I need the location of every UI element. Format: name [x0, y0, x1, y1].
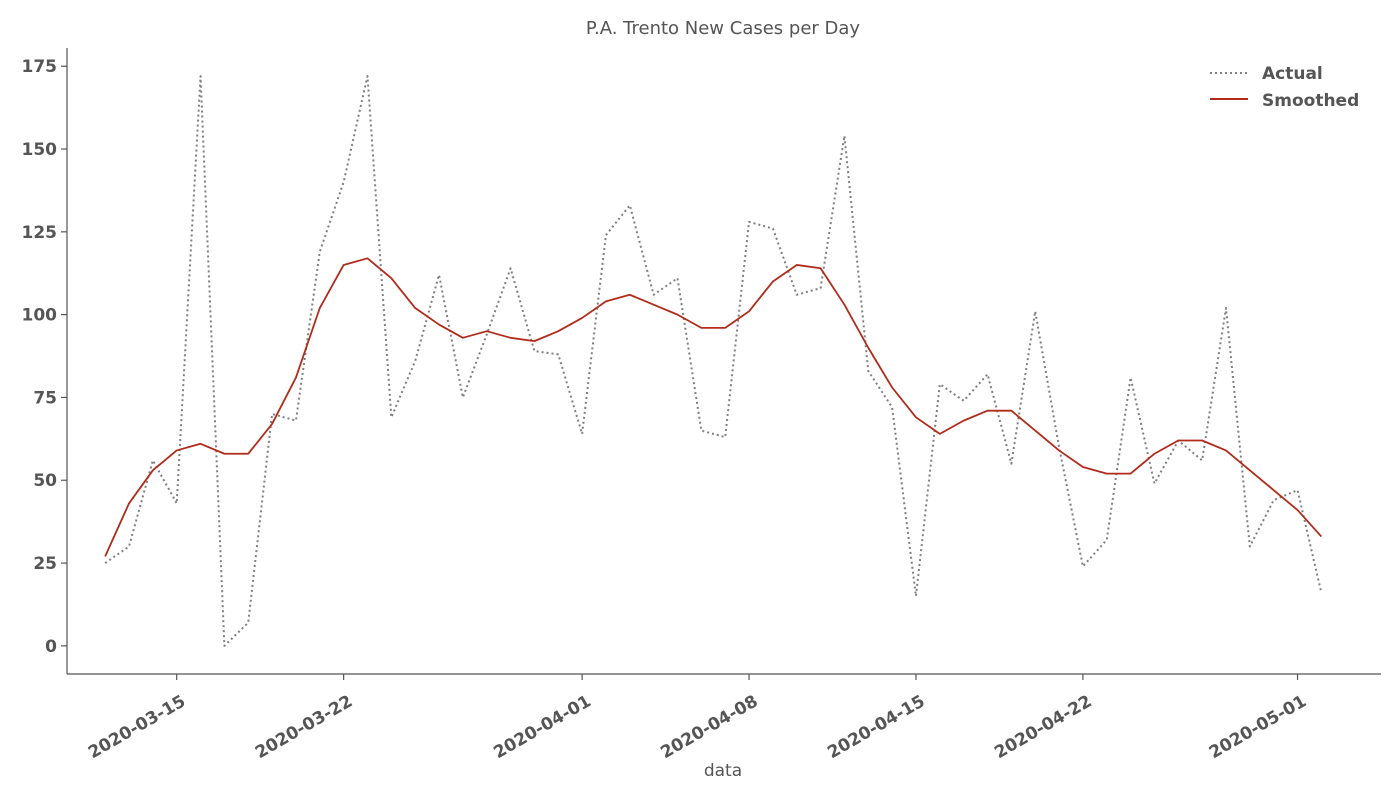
- chart-title: P.A. Trento New Cases per Day: [586, 18, 860, 39]
- axes: 0 25 50 75 100 125 150 175 2020-03-15 2020-03-22 2…: [22, 48, 1381, 763]
- x-tick-label: 2020-03-22: [252, 691, 356, 763]
- x-tick-label: 2020-05-01: [1206, 691, 1310, 763]
- y-tick-label: 25: [33, 554, 57, 574]
- x-tick-label: 2020-04-08: [657, 691, 761, 763]
- y-tick-label: 75: [33, 388, 57, 408]
- series-line-actual: [104, 75, 1323, 647]
- legend-label-actual: Actual: [1262, 64, 1323, 84]
- x-tick-label: 2020-03-15: [85, 691, 189, 763]
- x-tick-label: 2020-04-01: [490, 691, 594, 763]
- x-tick-label: 2020-04-22: [991, 691, 1095, 763]
- legend-label-smoothed: Smoothed: [1262, 91, 1359, 111]
- y-tick-label: 0: [45, 637, 57, 657]
- y-tick-label: 125: [22, 223, 58, 243]
- y-tick-label: 100: [22, 306, 58, 326]
- x-tick-label: 2020-04-15: [824, 691, 928, 763]
- y-tick-label: 50: [33, 471, 57, 491]
- series-layer: [104, 75, 1323, 647]
- y-tick-label: 150: [22, 140, 58, 160]
- series-line-smoothed: [104, 257, 1323, 557]
- legend: Actual Smoothed: [1210, 64, 1359, 111]
- x-axis-label: data: [704, 761, 742, 781]
- y-tick-label: 175: [22, 57, 58, 77]
